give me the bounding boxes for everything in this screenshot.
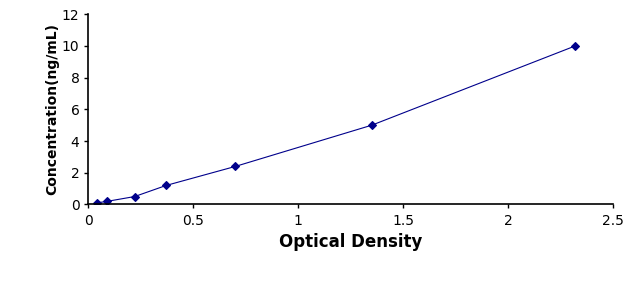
X-axis label: Optical Density: Optical Density [279,233,422,251]
Y-axis label: Concentration(ng/mL): Concentration(ng/mL) [45,23,59,195]
